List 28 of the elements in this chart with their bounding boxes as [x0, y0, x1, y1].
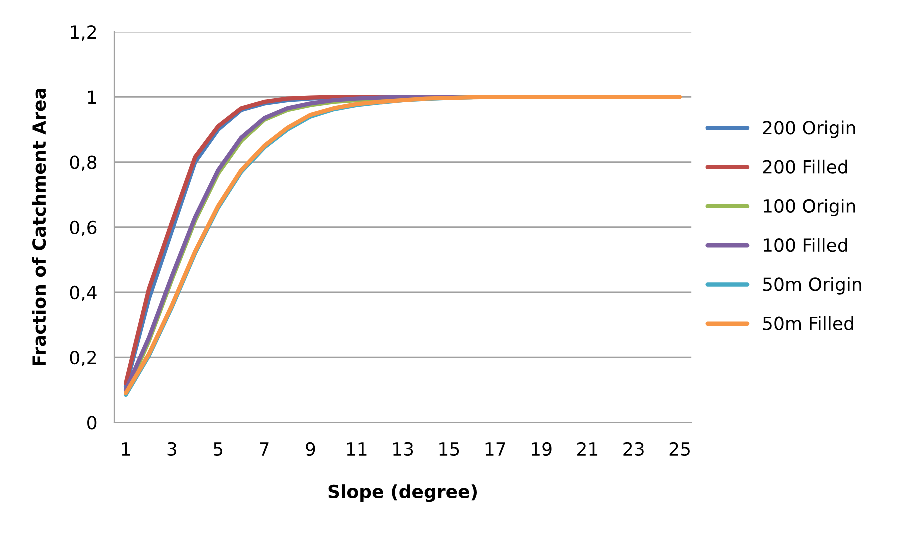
- y-tick-label: 1,2: [71, 26, 96, 42]
- y-tick-label: 1: [88, 90, 96, 104]
- x-tick-label: 15: [440, 442, 460, 456]
- x-tick-label: 13: [394, 442, 414, 456]
- legend-label: 50m Origin: [763, 277, 862, 295]
- y-axis-title: Fraction of Catchment Area: [32, 88, 46, 366]
- x-tick-label: 5: [214, 442, 223, 456]
- y-tick-label: 0,8: [70, 156, 97, 172]
- legend-label: 200 Filled: [763, 160, 848, 174]
- y-tick-label: 0,2: [70, 351, 96, 367]
- x-tick-label: 7: [260, 442, 269, 456]
- y-tick-label: 0: [88, 416, 97, 430]
- y-tick-label: 0,6: [70, 220, 97, 236]
- x-tick-label: 23: [624, 442, 644, 456]
- x-tick-label: 9: [306, 442, 316, 456]
- legend-label: 100 Origin: [764, 199, 856, 217]
- x-tick-label: 1: [122, 442, 130, 456]
- x-tick-label: 19: [532, 442, 552, 456]
- legend-label: 100 Filled: [764, 238, 848, 252]
- x-tick-label: 3: [168, 442, 177, 456]
- x-tick-label: 25: [670, 442, 690, 456]
- x-tick-label: 21: [578, 442, 598, 456]
- legend-label: 50m Filled: [763, 316, 854, 330]
- x-tick-label: 17: [486, 442, 506, 456]
- legend-label: 200 Origin: [763, 120, 856, 138]
- y-tick-label: 0,4: [70, 286, 97, 302]
- x-axis-title: Slope (degree): [328, 484, 478, 502]
- x-tick-label: 11: [347, 442, 367, 456]
